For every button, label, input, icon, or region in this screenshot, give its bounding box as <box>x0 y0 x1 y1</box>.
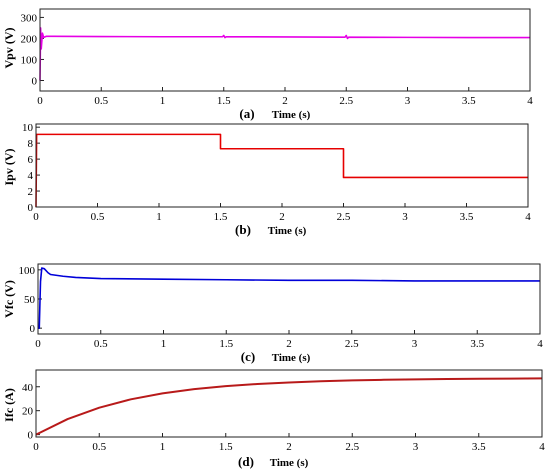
panel-a-ylabel: Vpv (V) <box>2 27 16 68</box>
panel-c-label: (c) <box>241 349 255 364</box>
panel-b-series <box>35 133 528 208</box>
panel-b-ytick-label: 6 <box>28 154 34 166</box>
panel-d-ylabel: Ifc (A) <box>2 388 16 422</box>
panel-d-xtick-label: 3 <box>413 441 419 453</box>
panel-a-xtick-label: 1 <box>160 95 166 107</box>
panel-d-xtick-label: 0.5 <box>92 441 106 453</box>
panel-c-frame <box>37 263 541 335</box>
panel-b-xtick-label: 0.5 <box>91 211 105 223</box>
panel-a-xtick-label: 0 <box>37 95 43 107</box>
panel-b-ytick-label: 4 <box>28 170 34 182</box>
panel-b-ticks: 0 0.5 1 1.5 2 2.5 3 3.5 4 0 2 4 6 8 10 <box>22 122 531 223</box>
panel-b-ylabel: Ipv (V) <box>2 148 16 185</box>
panel-c-ylabel: Vfc (V) <box>2 280 16 318</box>
panel-c-xtick-label: 1 <box>161 338 167 350</box>
panel-b-frame <box>35 123 529 208</box>
panel-b: Ipv (V) 0 0.5 1 1.5 2 2.5 3 3.5 4 0 2 4 6 8 10 (b) Tim… <box>2 122 531 237</box>
panel-b-ytick-label: 8 <box>28 138 34 150</box>
panel-b-ytick-label: 0 <box>28 202 34 214</box>
panel-d-xtick-label: 2.5 <box>345 441 359 453</box>
panel-d-series-line <box>35 377 543 436</box>
panel-b-xtick-label: 4 <box>525 211 531 223</box>
panel-a-ytick-label: 300 <box>21 12 38 24</box>
panel-c-series <box>38 267 540 329</box>
panel-b-ytick-label: 2 <box>28 186 34 198</box>
panel-d-frame <box>35 369 543 438</box>
panel-d-xlabel: Time (s) <box>270 457 309 469</box>
panel-a-series <box>39 27 530 81</box>
panel-d-label: (d) <box>238 454 254 469</box>
panel-a-xtick-label: 3.5 <box>462 95 476 107</box>
panel-c-ytick-label: 0 <box>30 323 36 335</box>
panel-a-label: (a) <box>239 106 254 121</box>
panel-a-xtick-label: 2.5 <box>339 95 353 107</box>
panel-d-xtick-label: 3.5 <box>472 441 486 453</box>
panel-c-series-line <box>38 267 540 329</box>
panel-b-xtick-label: 2 <box>279 211 285 223</box>
panel-b-xtick-label: 0 <box>33 211 39 223</box>
panel-a-xtick-label: 4 <box>527 95 533 107</box>
panel-c-xtick-label: 2 <box>286 338 292 350</box>
panel-c-xtick-label: 0 <box>35 338 41 350</box>
panel-a-ticks: 0 0.5 1 1.5 2 2.5 3 3.5 4 0 100 200 300 <box>21 12 534 107</box>
panel-a-xtick-label: 2 <box>282 95 288 107</box>
panel-b-xtick-label: 1.5 <box>214 211 228 223</box>
panel-d-series <box>35 377 543 436</box>
panel-b-xtick-label: 3 <box>402 211 408 223</box>
panel-c-xtick-label: 3.5 <box>470 338 484 350</box>
panel-b-xtick-label: 1 <box>156 211 162 223</box>
panel-b-label: (b) <box>235 222 251 237</box>
panel-c-xtick-label: 4 <box>537 338 543 350</box>
panel-b-xtick-label: 2.5 <box>337 211 351 223</box>
panel-a-series-line <box>39 27 530 81</box>
panel-a-frame <box>39 8 531 92</box>
panel-b-series-line <box>35 133 528 208</box>
panel-a-xtick-label: 1.5 <box>217 95 231 107</box>
panel-d-xtick-label: 1 <box>160 441 166 453</box>
panel-d-ytick-label: 20 <box>22 406 34 418</box>
panel-b-xtick-label: 3.5 <box>460 211 474 223</box>
panel-c-xlabel: Time (s) <box>272 352 311 364</box>
panel-c-ytick-label: 100 <box>19 265 36 277</box>
panel-d-xtick-label: 0 <box>33 441 39 453</box>
panel-d-xtick-label: 1.5 <box>219 441 233 453</box>
panel-c-xtick-label: 1.5 <box>219 338 233 350</box>
panel-c-ytick-label: 50 <box>24 294 36 306</box>
panel-a-ytick-label: 100 <box>21 54 38 66</box>
panel-a-ytick-label: 0 <box>32 75 38 87</box>
panel-c-xtick-label: 0.5 <box>94 338 108 350</box>
panel-b-xlabel: Time (s) <box>268 225 307 237</box>
panel-a-xtick-label: 0.5 <box>94 95 108 107</box>
panel-d-ytick-label: 40 <box>22 382 34 394</box>
panel-d-ytick-label: 0 <box>28 430 34 442</box>
panel-a-ytick-label: 200 <box>21 33 38 45</box>
panel-c-xtick-label: 2.5 <box>345 338 359 350</box>
panel-c-ticks: 0 0.5 1 1.5 2 2.5 3 3.5 4 0 50 100 <box>19 265 544 350</box>
panel-c-xtick-label: 3 <box>412 338 418 350</box>
panel-d-xtick-label: 2 <box>286 441 292 453</box>
panel-c: Vfc (V) 0 0.5 1 1.5 2 2.5 3 3.5 4 0 50 100 (c) Time… <box>2 263 544 364</box>
panel-b-ytick-label: 10 <box>22 122 34 134</box>
panel-a-xlabel: Time (s) <box>272 109 311 121</box>
panel-d-xtick-label: 4 <box>539 441 545 453</box>
panel-a-xtick-label: 3 <box>405 95 411 107</box>
